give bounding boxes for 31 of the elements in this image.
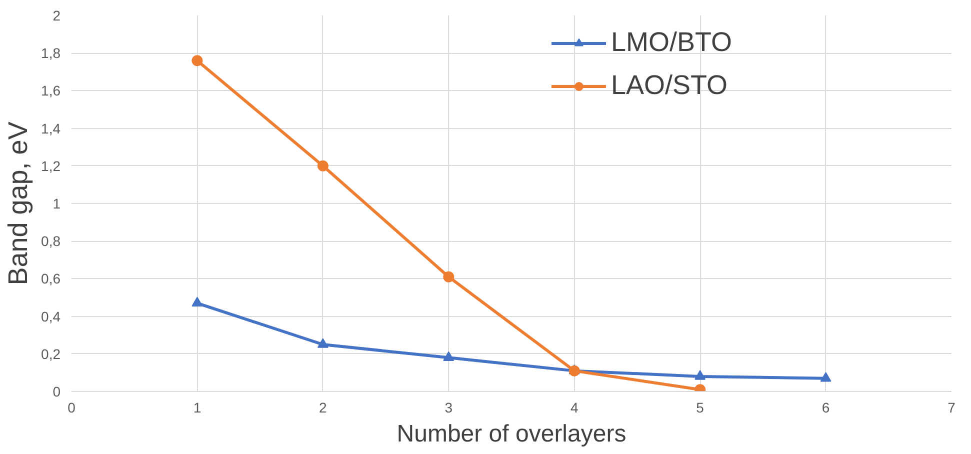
y-tick-label: 0 [52, 384, 61, 400]
y-axis-title: Band gap, eV [3, 122, 34, 286]
x-tick-label: 0 [68, 400, 76, 416]
y-tick-label: 0,2 [41, 346, 61, 362]
y-tick-label: 0,8 [41, 233, 61, 250]
y-tick-label: 0,4 [41, 308, 61, 324]
y-tick-label: 1,6 [41, 82, 61, 99]
point [694, 370, 706, 380]
point [820, 372, 832, 382]
legend-label: LMO/BTO [611, 27, 732, 58]
x-tick-label: 6 [822, 400, 830, 416]
point [317, 160, 328, 172]
x-tick-label: 2 [319, 400, 328, 416]
point [443, 351, 454, 362]
point [443, 271, 454, 282]
x-axis-title: Number of overlayers [396, 420, 626, 448]
point [317, 338, 328, 348]
x-tick-label: 7 [948, 400, 956, 416]
x-tick-label: 1 [193, 400, 202, 416]
y-tick-label: 1 [52, 196, 61, 212]
y-tick-label: 1,2 [41, 158, 61, 174]
y-tick-label: 2 [52, 8, 61, 24]
point [192, 55, 203, 66]
y-tick-label: 0,6 [41, 270, 61, 287]
x-tick-label: 3 [444, 400, 453, 416]
y-tick-label: 1,8 [41, 45, 61, 62]
x-tick-label: 5 [696, 400, 704, 416]
y-tick-label: 1,4 [41, 120, 61, 136]
x-tick-label: 4 [570, 400, 578, 416]
point [192, 296, 203, 307]
legend-label: LAO/STO [611, 70, 728, 101]
